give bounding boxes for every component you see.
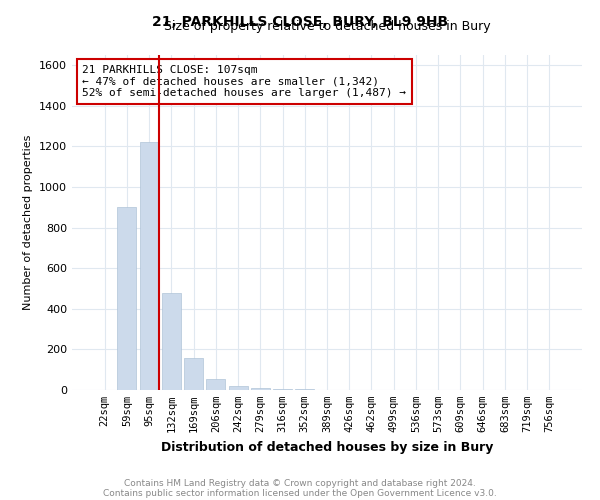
Bar: [206, 379, 225, 390]
Bar: [273, 389, 292, 390]
Bar: [162, 292, 181, 390]
Y-axis label: Number of detached properties: Number of detached properties: [23, 135, 34, 310]
Bar: [140, 142, 158, 390]
Text: 21 PARKHILLS CLOSE: 107sqm
← 47% of detached houses are smaller (1,342)
52% of s: 21 PARKHILLS CLOSE: 107sqm ← 47% of deta…: [82, 65, 406, 98]
Title: Size of property relative to detached houses in Bury: Size of property relative to detached ho…: [164, 20, 490, 33]
Bar: [118, 208, 136, 390]
Bar: [184, 358, 203, 390]
X-axis label: Distribution of detached houses by size in Bury: Distribution of detached houses by size …: [161, 440, 493, 454]
Text: 21, PARKHILLS CLOSE, BURY, BL9 9HB: 21, PARKHILLS CLOSE, BURY, BL9 9HB: [152, 15, 448, 29]
Bar: [229, 386, 248, 390]
Text: Contains HM Land Registry data © Crown copyright and database right 2024.: Contains HM Land Registry data © Crown c…: [124, 478, 476, 488]
Bar: [251, 388, 270, 390]
Text: Contains public sector information licensed under the Open Government Licence v3: Contains public sector information licen…: [103, 488, 497, 498]
